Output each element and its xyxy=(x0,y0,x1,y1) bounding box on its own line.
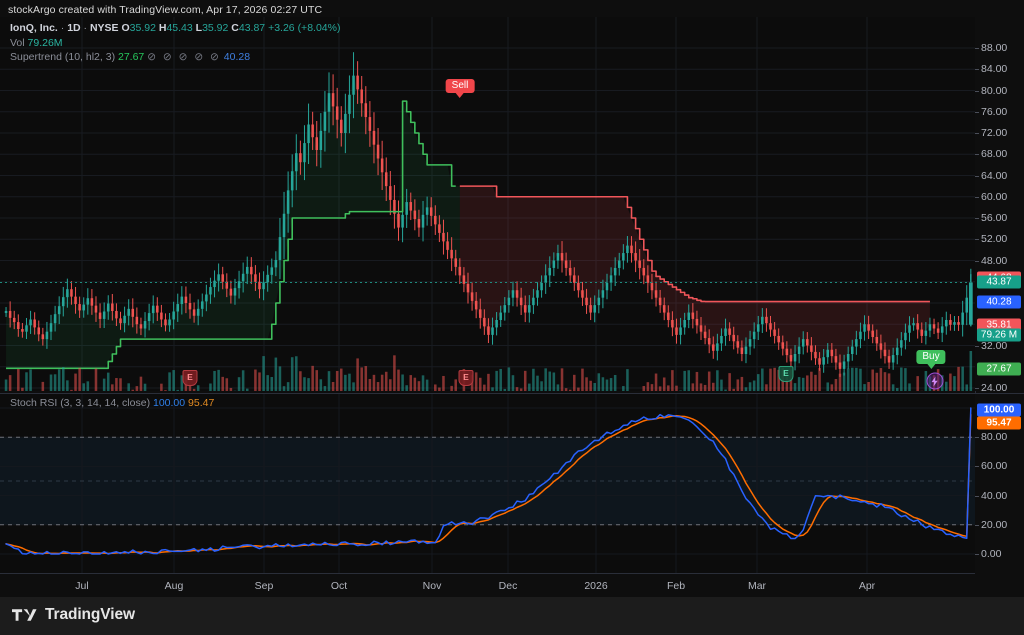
stoch-rsi-pane[interactable] xyxy=(0,393,975,574)
time-tick-label: Dec xyxy=(498,580,518,592)
price-tick-mark xyxy=(975,154,979,156)
tradingview-brand-text: TradingView xyxy=(45,606,135,623)
price-tick-mark xyxy=(975,48,979,49)
time-tick-label: Mar xyxy=(747,580,767,592)
buy-signal-marker[interactable]: Buy xyxy=(916,350,946,369)
supertrend-badge[interactable]: 40.28 xyxy=(977,295,1021,308)
price-tick-label: 52.00 xyxy=(981,233,1008,246)
price-chart-pane[interactable] xyxy=(0,17,975,391)
tradingview-brand[interactable]: TradingView xyxy=(12,606,135,624)
price-tick-label: 56.00 xyxy=(981,212,1008,224)
stoch-rsi-scale[interactable]: 80.00 60.00 40.00 20.00 0.00 100.00 95.47 xyxy=(975,393,1024,574)
price-tick-label: 80.00 xyxy=(981,84,1008,97)
rsi-tick-label: 40.00 xyxy=(981,489,1008,502)
price-tick-label: 32.00 xyxy=(981,339,1008,352)
rsi-tick-label: 80.00 xyxy=(981,431,1008,444)
footer-bar: TradingView xyxy=(0,597,1024,635)
stochrsi-k-badge[interactable]: 100.00 xyxy=(977,403,1021,417)
stoch-rsi-canvas xyxy=(0,394,975,574)
supertrend-low-badge[interactable]: 27.67 xyxy=(977,362,1021,375)
time-tick-label: 2026 xyxy=(584,580,608,592)
price-scale[interactable]: 88.00 84.00 80.00 76.00 72.00 68.00 64.00 60.00… xyxy=(975,17,1024,394)
price-tick-label: 76.00 xyxy=(981,105,1008,118)
watermark-text: stockArgo created with TradingView.com, … xyxy=(8,4,323,16)
price-tick-mark xyxy=(975,111,979,113)
price-tick-label: 68.00 xyxy=(981,148,1008,161)
low-price-badge[interactable]: 35.81 xyxy=(977,318,1021,332)
price-chart-canvas xyxy=(0,17,975,391)
price-tick-mark xyxy=(975,388,979,389)
price-tick-label: 48.00 xyxy=(981,254,1008,267)
price-tick-mark xyxy=(975,175,979,177)
rsi-tick-mark xyxy=(975,466,979,468)
time-tick-label: Aug xyxy=(164,580,184,592)
time-tick-label: Apr xyxy=(858,580,876,592)
time-tick-label: Feb xyxy=(666,580,686,592)
price-tick-label: 84.00 xyxy=(981,63,1008,76)
price-tick-mark xyxy=(975,133,979,134)
rsi-tick-mark xyxy=(975,495,979,497)
time-tick-label: Oct xyxy=(330,580,348,592)
price-tick-mark xyxy=(975,260,979,262)
rsi-tick-label: 0.00 xyxy=(981,548,1002,560)
price-tick-label: 24.00 xyxy=(981,382,1008,394)
time-tick-label: Nov xyxy=(422,580,442,592)
rsi-tick-label: 60.00 xyxy=(981,460,1008,473)
time-tick-label: Sep xyxy=(254,580,274,592)
price-tick-mark xyxy=(975,345,979,347)
earnings-marker[interactable]: E xyxy=(182,370,198,386)
last-price-badge[interactable]: 43.87 xyxy=(977,275,1021,289)
price-tick-mark xyxy=(975,90,979,92)
volume-badge[interactable]: 79.26 M xyxy=(977,328,1021,342)
time-tick-label: Jul xyxy=(75,580,89,592)
earnings-marker[interactable]: E xyxy=(458,370,474,386)
price-tick-mark xyxy=(975,218,979,219)
rsi-tick-label: 20.00 xyxy=(981,518,1008,531)
rsi-tick-mark xyxy=(975,554,979,555)
price-tick-label: 64.00 xyxy=(981,169,1008,182)
sell-signal-marker[interactable]: Sell xyxy=(445,79,475,98)
price-tick-label: 72.00 xyxy=(981,127,1008,139)
price-tick-label: 60.00 xyxy=(981,190,1008,203)
price-tick-mark xyxy=(975,239,979,241)
stochrsi-d-badge[interactable]: 95.47 xyxy=(977,416,1021,430)
price-tick-mark xyxy=(975,196,979,198)
tradingview-logo-icon xyxy=(12,607,38,623)
rsi-tick-mark xyxy=(975,437,979,439)
earnings-marker[interactable]: E xyxy=(778,366,794,382)
price-tick-label: 88.00 xyxy=(981,42,1008,54)
rsi-tick-mark xyxy=(975,524,979,526)
lightning-event-icon[interactable] xyxy=(926,372,944,390)
time-scale[interactable]: Jul Aug Sep Oct Nov Dec 2026 Feb Mar Apr xyxy=(0,573,975,598)
price-tick-mark xyxy=(975,69,979,71)
